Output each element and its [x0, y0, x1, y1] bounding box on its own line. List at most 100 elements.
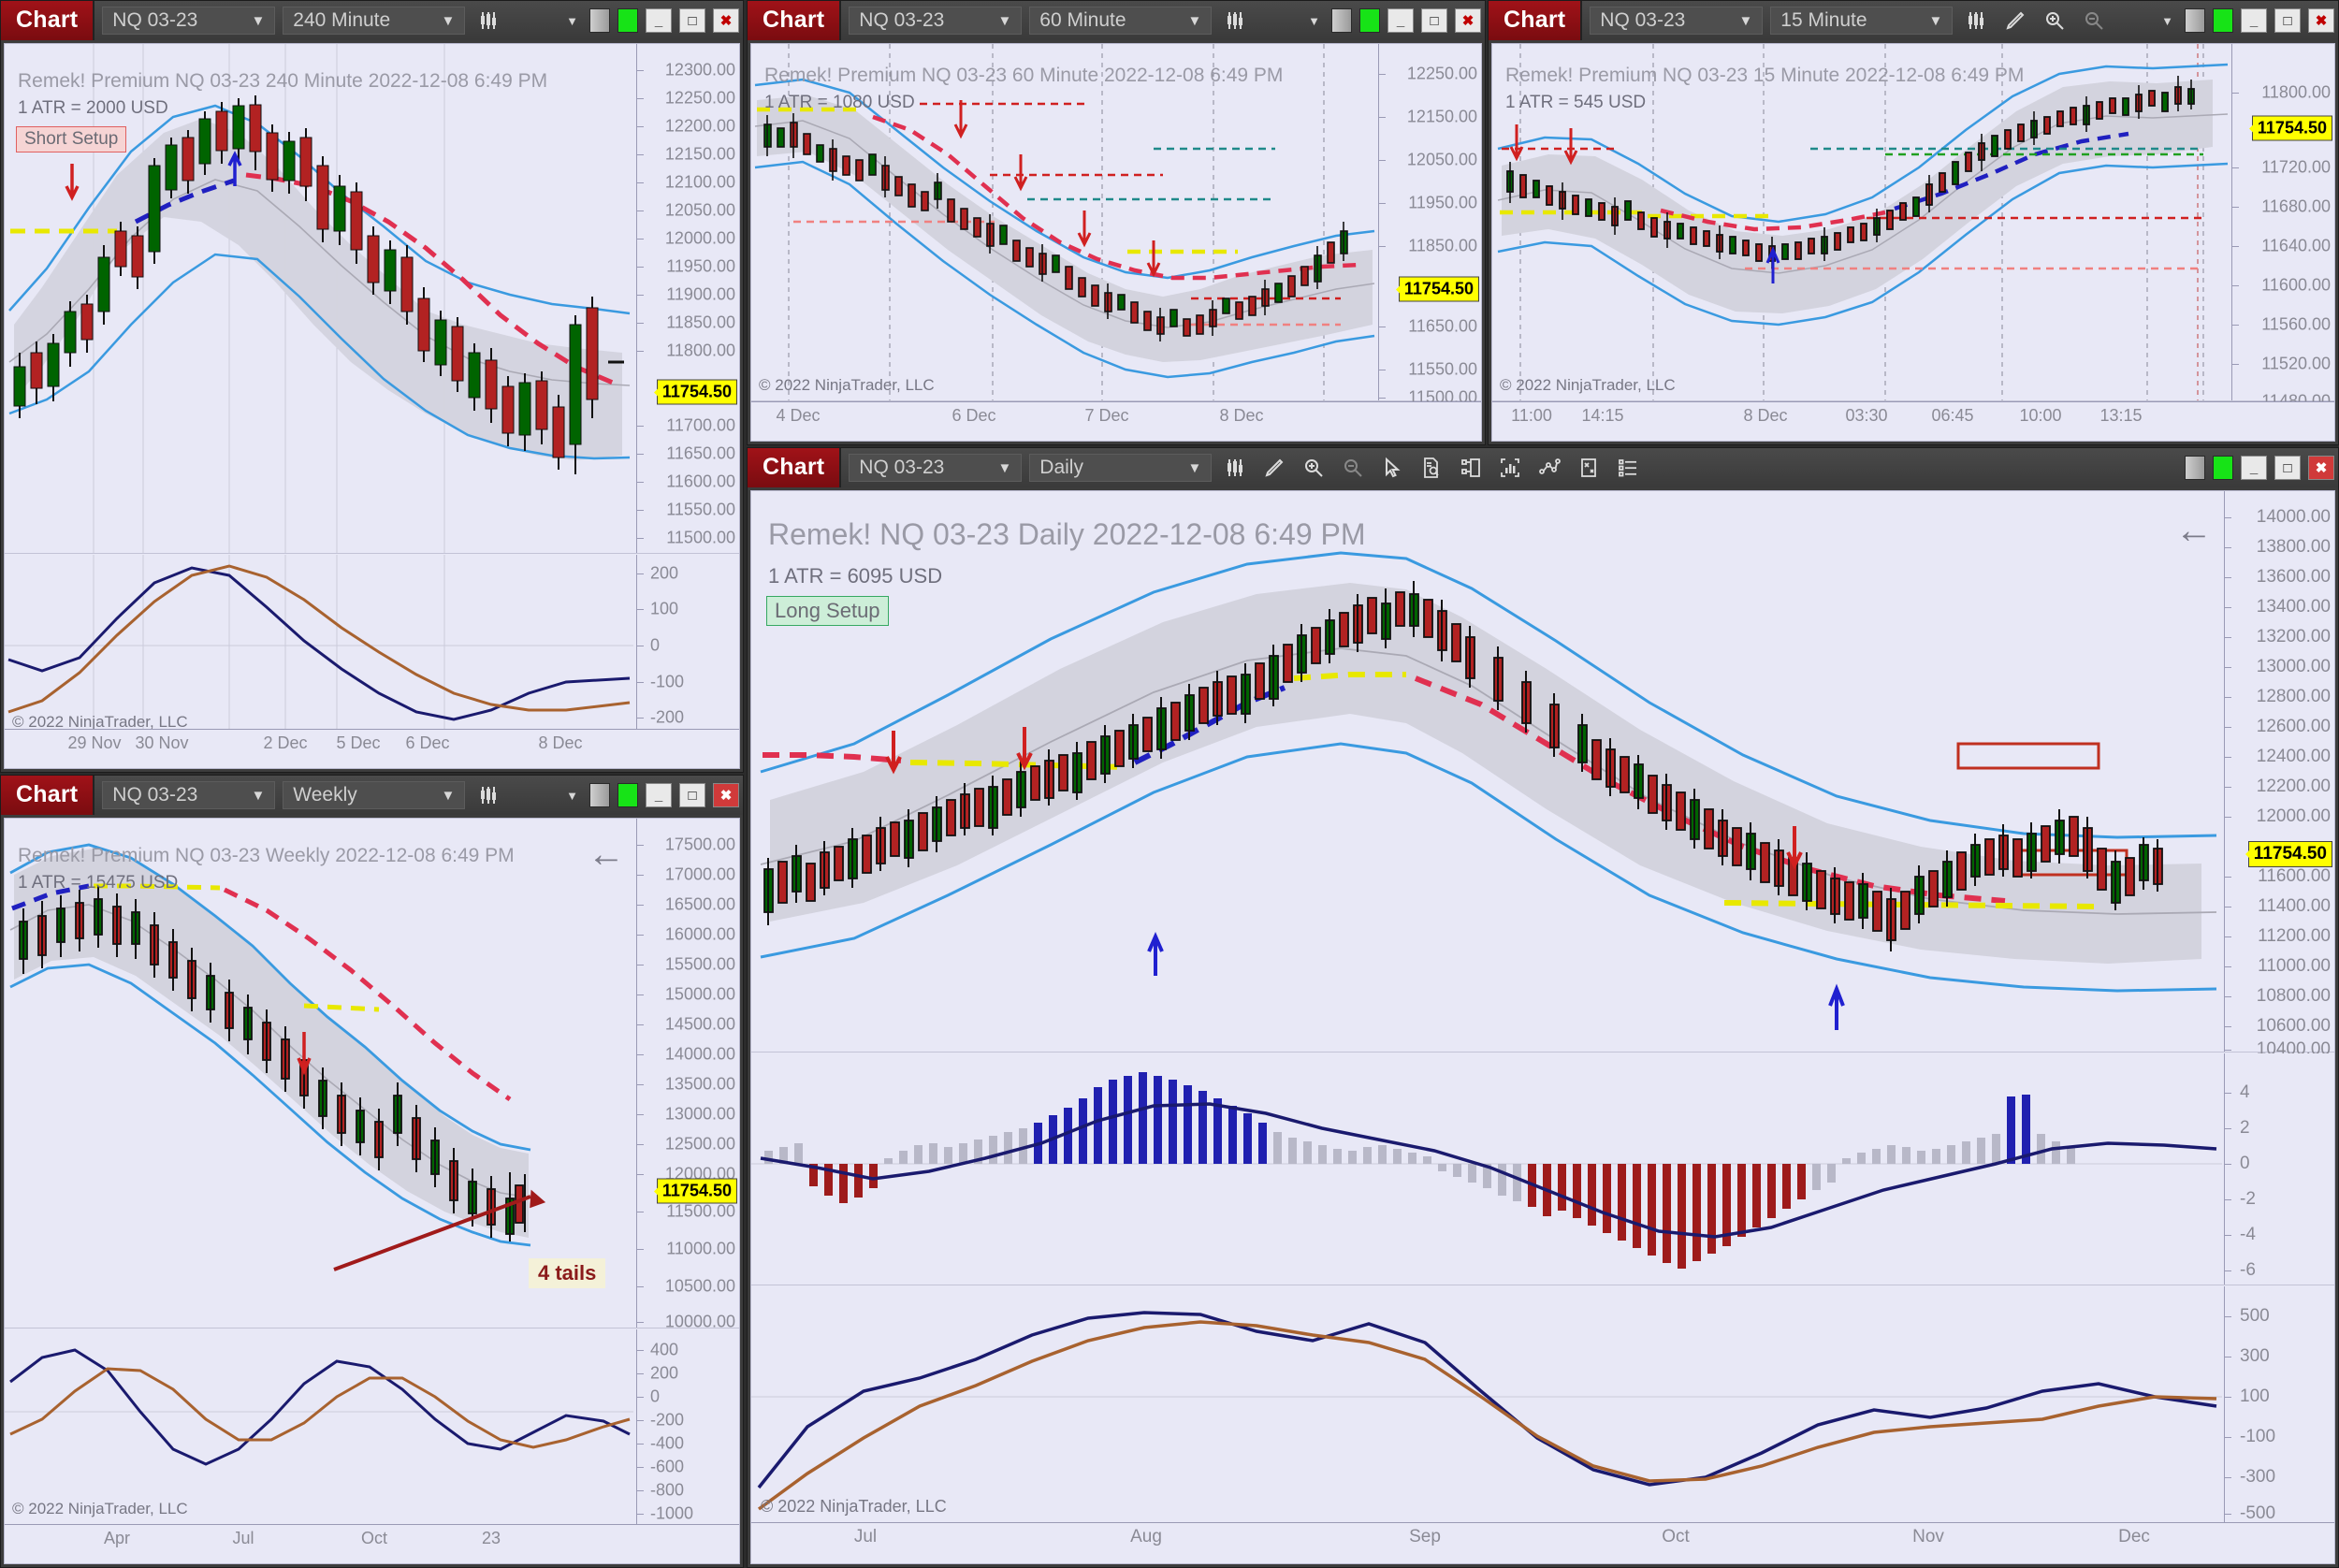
interval-selector-60min[interactable]: 60 Minute ▼: [1029, 7, 1213, 35]
color-swatch-green[interactable]: [617, 8, 638, 33]
strategies-icon[interactable]: [1533, 453, 1565, 483]
price-pane-60min[interactable]: Remek! Premium NQ 03-23 60 Minute 2022-1…: [751, 44, 1481, 407]
interval-selector-daily[interactable]: Daily ▼: [1029, 454, 1213, 482]
stochastic-pane-daily[interactable]: © 2022 NinjaTrader, LLC 500 300 100 -100…: [751, 1286, 2334, 1556]
color-swatch-grey[interactable]: [589, 8, 610, 33]
cursor-pointer-icon[interactable]: [1376, 453, 1408, 483]
date-axis-daily[interactable]: Jul Aug Sep Oct Nov Dec: [751, 1522, 2334, 1563]
minimize-button[interactable]: _: [2241, 456, 2267, 480]
maximize-button[interactable]: □: [679, 783, 705, 807]
maximize-button[interactable]: □: [2274, 8, 2301, 33]
stochastic-axis-daily[interactable]: 500 300 100 -100 -300 -500 -700: [2224, 1286, 2334, 1556]
bars-icon[interactable]: [1219, 453, 1251, 483]
strategy-analyzer-icon[interactable]: [1573, 453, 1605, 483]
overflow-chevron-icon[interactable]: ▼: [1308, 13, 1320, 28]
interval-selector-weekly[interactable]: Weekly ▼: [283, 781, 466, 809]
date-axis-weekly[interactable]: Apr Jul Oct 23: [5, 1524, 739, 1563]
price-plot[interactable]: Remek! Premium NQ 03-23 Weekly 2022-12-0…: [5, 819, 636, 1328]
pencil-icon[interactable]: [1999, 6, 2031, 36]
instrument-selector-weekly[interactable]: NQ 03-23 ▼: [102, 781, 276, 809]
color-swatch-grey[interactable]: [1331, 8, 1352, 33]
bars-icon[interactable]: [1219, 6, 1251, 36]
chart-body-60min[interactable]: Remek! Premium NQ 03-23 60 Minute 2022-1…: [750, 43, 1482, 442]
list-icon[interactable]: [1612, 453, 1644, 483]
y-tick-label: 11000.00: [2258, 956, 2331, 976]
price-axis-60min[interactable]: 12250.00 12150.00 12050.00 11950.00 1185…: [1378, 44, 1481, 407]
zoom-out-icon[interactable]: [1337, 453, 1369, 483]
instrument-selector-15min[interactable]: NQ 03-23 ▼: [1590, 7, 1764, 35]
minimize-button[interactable]: _: [1387, 8, 1414, 33]
oscillator-axis-240min[interactable]: 200 100 0 -100 -200: [636, 555, 739, 737]
macd-pane-daily[interactable]: 4 2 0 -2 -4 -6: [751, 1053, 2334, 1285]
price-axis-15min[interactable]: 11800.00 11754.50 11720.00 11680.00 1164…: [2231, 44, 2334, 411]
price-plot[interactable]: Remek! Premium NQ 03-23 240 Minute 2022-…: [5, 44, 636, 553]
color-swatch-grey[interactable]: [2185, 8, 2205, 33]
close-button[interactable]: ✖: [2308, 8, 2334, 33]
price-pane-15min[interactable]: Remek! Premium NQ 03-23 15 Minute 2022-1…: [1492, 44, 2334, 411]
minimize-button[interactable]: _: [646, 783, 672, 807]
price-pane-weekly[interactable]: Remek! Premium NQ 03-23 Weekly 2022-12-0…: [5, 819, 739, 1331]
bars-icon[interactable]: [1960, 6, 1992, 36]
close-button[interactable]: ✖: [1455, 8, 1481, 33]
interval-selector-15min[interactable]: 15 Minute ▼: [1770, 7, 1954, 35]
color-swatch-green[interactable]: [617, 783, 638, 807]
maximize-button[interactable]: □: [679, 8, 705, 33]
close-button[interactable]: ✖: [713, 783, 739, 807]
titlebar-daily: Chart NQ 03-23 ▼ Daily ▼: [748, 448, 2338, 487]
close-button[interactable]: ✖: [713, 8, 739, 33]
y-tick-label: 11200.00: [2258, 926, 2331, 946]
date-axis-15min[interactable]: 11:00 14:15 8 Dec 03:30 06:45 10:00 13:1…: [1492, 401, 2334, 441]
oscillator-axis-weekly[interactable]: 400 200 0 -200 -400 -600 -800 -1000 -120…: [636, 1329, 739, 1543]
stochastic-plot[interactable]: © 2022 NinjaTrader, LLC: [751, 1286, 2224, 1522]
zoom-in-icon[interactable]: [1298, 453, 1329, 483]
price-pane-daily[interactable]: Remek! NQ 03-23 Daily 2022-12-08 6:49 PM…: [751, 491, 2334, 1059]
color-swatch-green[interactable]: [2213, 456, 2233, 480]
bars-icon[interactable]: [472, 6, 504, 36]
date-axis-60min[interactable]: 4 Dec 6 Dec 7 Dec 8 Dec: [751, 401, 1481, 441]
pencil-icon[interactable]: [1258, 453, 1290, 483]
oscillator-pane-240min[interactable]: © 2022 NinjaTrader, LLC 200 100 0 -100 -…: [5, 555, 739, 737]
macd-plot[interactable]: [751, 1053, 2224, 1285]
instrument-selector-240min[interactable]: NQ 03-23 ▼: [102, 7, 276, 35]
minimize-button[interactable]: _: [2241, 8, 2267, 33]
price-pane-240min[interactable]: Remek! Premium NQ 03-23 240 Minute 2022-…: [5, 44, 739, 554]
chart-body-daily[interactable]: Remek! NQ 03-23 Daily 2022-12-08 6:49 PM…: [750, 490, 2335, 1564]
oscillator-pane-weekly[interactable]: © 2022 NinjaTrader, LLC 400 200 0 -200 -…: [5, 1329, 739, 1543]
zoom-out-icon[interactable]: [2078, 6, 2110, 36]
chart-body-weekly[interactable]: Remek! Premium NQ 03-23 Weekly 2022-12-0…: [4, 818, 740, 1564]
minimize-button[interactable]: _: [646, 8, 672, 33]
price-plot[interactable]: Remek! NQ 03-23 Daily 2022-12-08 6:49 PM…: [751, 491, 2224, 1052]
back-arrow-icon[interactable]: ←: [2175, 510, 2213, 551]
price-plot[interactable]: Remek! Premium NQ 03-23 15 Minute 2022-1…: [1492, 44, 2231, 400]
overflow-chevron-icon[interactable]: ▼: [2161, 13, 2173, 28]
price-plot[interactable]: Remek! Premium NQ 03-23 60 Minute 2022-1…: [751, 44, 1378, 400]
x-tick-label: 5 Dec: [336, 733, 381, 752]
overflow-chevron-icon[interactable]: ▼: [566, 788, 578, 803]
maximize-button[interactable]: □: [2274, 456, 2301, 480]
chart-body-15min[interactable]: Remek! Premium NQ 03-23 15 Minute 2022-1…: [1491, 43, 2335, 442]
data-box-icon[interactable]: [1455, 453, 1487, 483]
data-series-icon[interactable]: [1416, 453, 1447, 483]
color-swatch-green[interactable]: [1359, 8, 1380, 33]
color-swatch-green[interactable]: [2213, 8, 2233, 33]
indicators-icon[interactable]: [1494, 453, 1526, 483]
oscillator-plot[interactable]: © 2022 NinjaTrader, LLC: [5, 1329, 636, 1524]
color-swatch-grey[interactable]: [2185, 456, 2205, 480]
interval-selector-240min[interactable]: 240 Minute ▼: [283, 7, 466, 35]
price-axis-weekly[interactable]: 17500.00 17000.00 16500.00 16000.00 1550…: [636, 819, 739, 1331]
oscillator-plot[interactable]: © 2022 NinjaTrader, LLC: [5, 555, 636, 737]
price-axis-240min[interactable]: 12300.00 12250.00 12200.00 12150.00 1210…: [636, 44, 739, 553]
macd-axis-daily[interactable]: 4 2 0 -2 -4 -6: [2224, 1053, 2334, 1285]
price-axis-daily[interactable]: 14000.00 13800.00 13600.00 13400.00 1320…: [2224, 491, 2334, 1059]
chart-body-240min[interactable]: Remek! Premium NQ 03-23 240 Minute 2022-…: [4, 43, 740, 769]
close-button[interactable]: ✖: [2308, 456, 2334, 480]
instrument-selector-daily[interactable]: NQ 03-23 ▼: [849, 454, 1023, 482]
color-swatch-grey[interactable]: [589, 783, 610, 807]
overflow-chevron-icon[interactable]: ▼: [566, 13, 578, 28]
zoom-in-icon[interactable]: [2039, 6, 2070, 36]
date-axis-240min[interactable]: 29 Nov 30 Nov 2 Dec 5 Dec 6 Dec 8 Dec: [5, 729, 739, 768]
instrument-selector-60min[interactable]: NQ 03-23 ▼: [849, 7, 1023, 35]
maximize-button[interactable]: □: [1421, 8, 1447, 33]
back-arrow-icon[interactable]: ←: [588, 834, 625, 875]
bars-icon[interactable]: [472, 780, 504, 810]
